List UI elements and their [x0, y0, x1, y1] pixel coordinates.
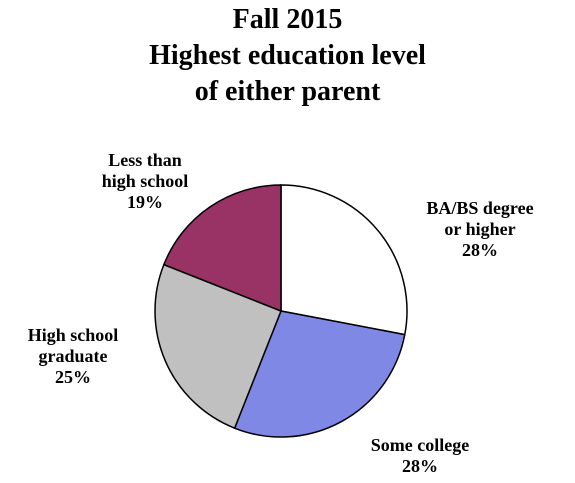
chart-title-line-2: Highest education level	[149, 40, 426, 71]
slice-category-label-3: Less than	[108, 150, 182, 170]
slice-category-label-1: Some college	[371, 435, 469, 455]
slice-label-3: Less than high school 19%	[102, 150, 189, 212]
pie-slice-3	[162, 184, 282, 313]
slice-value-label-2: 25%	[55, 367, 91, 387]
pie-slice-2	[154, 263, 282, 430]
slice-category-label-2: graduate	[39, 346, 108, 366]
chart-title-line-1: Fall 2015	[232, 4, 343, 35]
slice-label-1: Some college 28%	[371, 435, 469, 476]
pie-slice-0	[280, 184, 408, 336]
slice-value-label-0: 28%	[462, 240, 498, 260]
slice-label-2: High school graduate 25%	[28, 325, 119, 387]
pie-slice-1	[233, 310, 406, 438]
slice-value-label-3: 19%	[127, 192, 163, 212]
slice-category-label-2: High school	[28, 325, 119, 345]
slice-value-label-1: 28%	[402, 456, 438, 476]
slice-label-0: BA/BS degree or higher 28%	[426, 198, 533, 260]
slice-category-label-0: BA/BS degree	[426, 198, 533, 218]
slice-category-label-3: high school	[102, 171, 189, 191]
chart-title-line-3: of either parent	[194, 76, 381, 107]
slice-category-label-0: or higher	[444, 219, 515, 239]
